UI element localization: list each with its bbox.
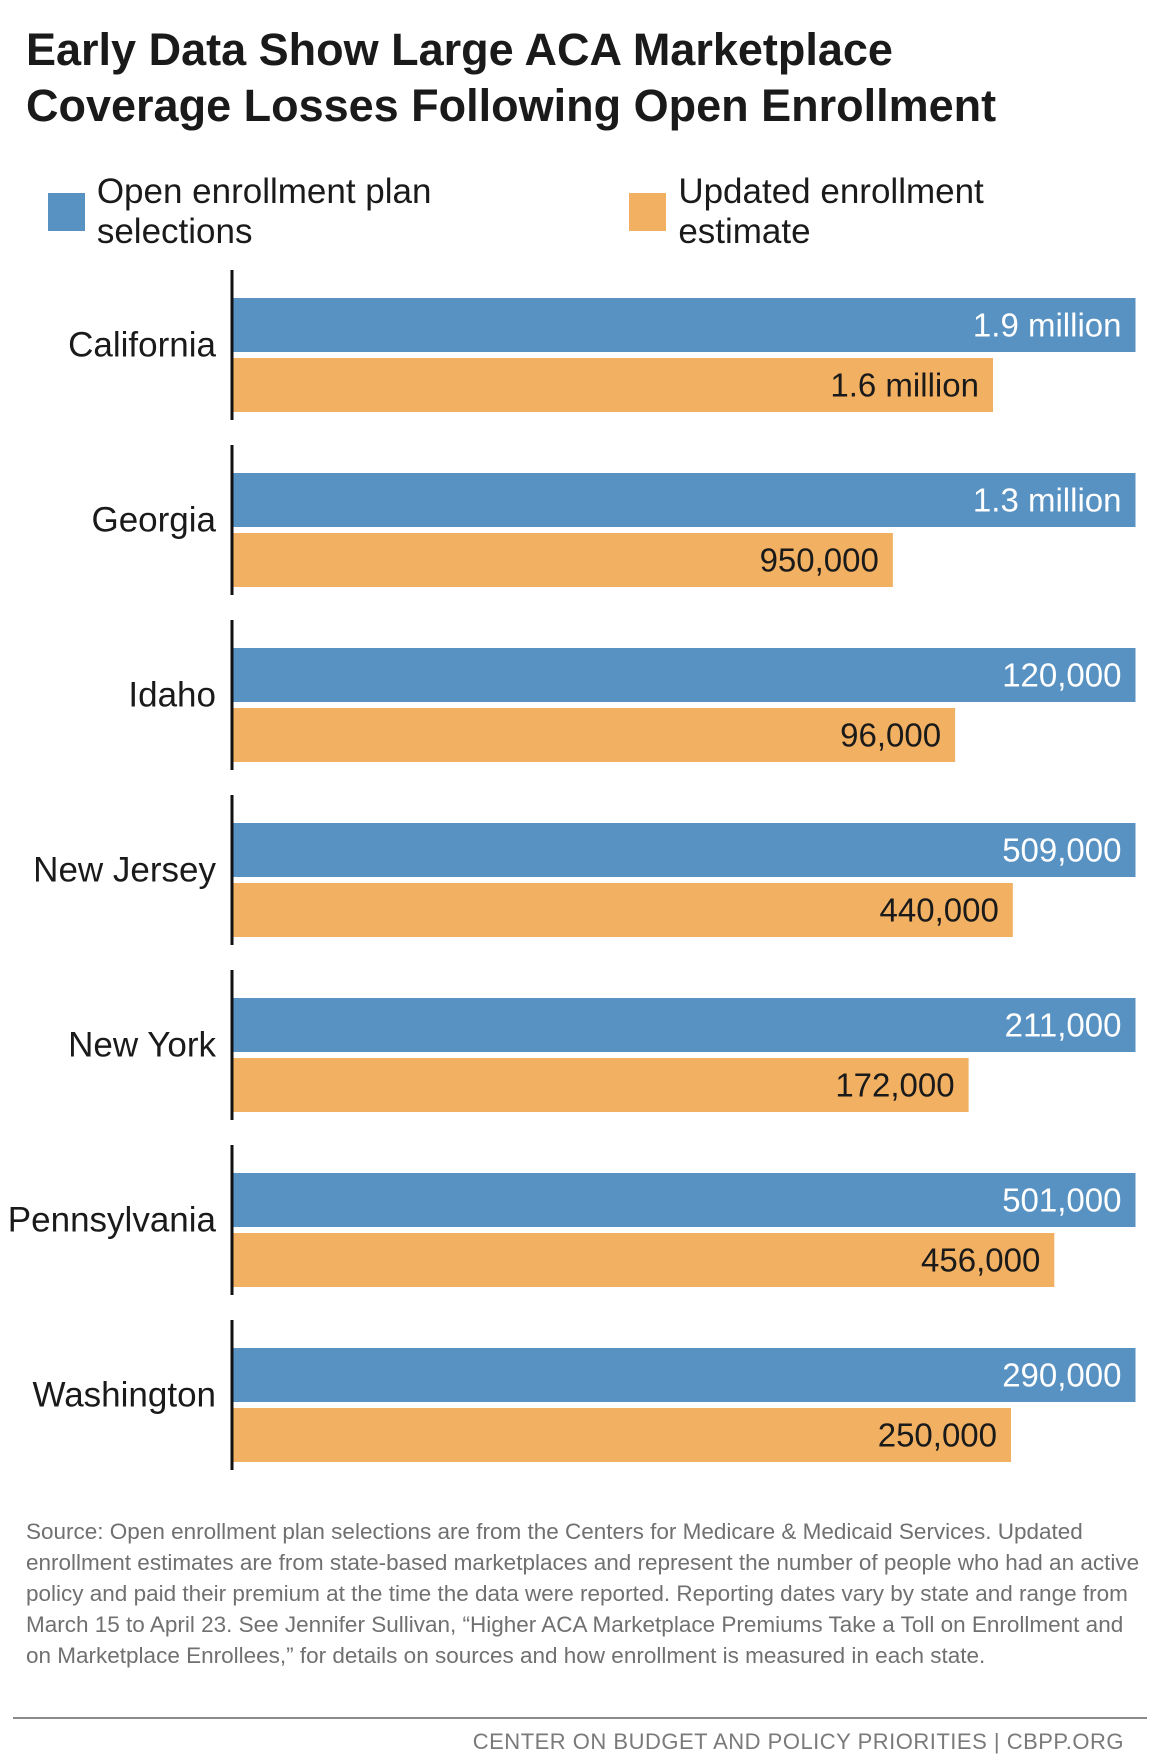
legend-swatch-orange <box>629 193 667 231</box>
open-enrollment-bar-new-jersey <box>233 823 1136 877</box>
chart-title: Early Data Show Large ACA Marketplace Co… <box>26 22 1136 134</box>
updated-estimate-bar-new-jersey <box>233 883 1013 937</box>
updated-estimate-value-georgia: 950,000 <box>760 542 879 579</box>
category-label-new-york: New York <box>68 1026 216 1065</box>
bar-chart: California 1.9 million 1.6 million Georgia 1… <box>8 270 1136 1470</box>
updated-estimate-bar-washington <box>233 1408 1012 1462</box>
legend-item-open-enrollment: Open enrollment plan selections <box>48 172 581 252</box>
chart-title-line-1: Early Data Show Large ACA Marketplace <box>26 24 893 75</box>
footer-credit: CENTER ON BUDGET AND POLICY PRIORITIES |… <box>472 1729 1124 1754</box>
legend-item-updated-estimate: Updated enrollment estimate <box>629 172 1112 252</box>
legend-label-updated-estimate: Updated enrollment estimate <box>678 172 984 251</box>
updated-estimate-bar-new-york <box>233 1058 969 1112</box>
legend-label-open-enrollment: Open enrollment plan selections <box>96 172 432 251</box>
updated-estimate-value-pennsylvania: 456,000 <box>921 1242 1040 1279</box>
category-label-pennsylvania: Pennsylvania <box>8 1201 217 1240</box>
category-label-new-jersey: New Jersey <box>33 851 216 890</box>
legend-swatch-blue <box>48 193 85 231</box>
updated-estimate-value-new-york: 172,000 <box>835 1067 954 1104</box>
category-label-idaho: Idaho <box>128 676 216 715</box>
updated-estimate-value-new-jersey: 440,000 <box>880 892 999 929</box>
updated-estimate-value-california: 1.6 million <box>830 367 979 404</box>
open-enrollment-value-idaho: 120,000 <box>1002 657 1121 694</box>
open-enrollment-bar-new-york <box>233 998 1136 1052</box>
updated-estimate-bar-idaho <box>233 708 956 762</box>
updated-estimate-value-idaho: 96,000 <box>840 717 941 754</box>
open-enrollment-value-pennsylvania: 501,000 <box>1002 1182 1121 1219</box>
updated-estimate-bar-pennsylvania <box>233 1233 1055 1287</box>
open-enrollment-bar-georgia <box>233 473 1136 527</box>
open-enrollment-bar-washington <box>233 1348 1136 1402</box>
footer-divider <box>13 1717 1147 1719</box>
open-enrollment-bar-pennsylvania <box>233 1173 1136 1227</box>
category-label-washington: Washington <box>32 1376 216 1415</box>
open-enrollment-value-georgia: 1.3 million <box>973 482 1122 519</box>
category-label-georgia: Georgia <box>91 501 216 540</box>
updated-estimate-bar-california <box>233 358 993 412</box>
legend: Open enrollment plan selections Updated … <box>48 172 1160 251</box>
open-enrollment-value-new-jersey: 509,000 <box>1002 832 1121 869</box>
category-label-california: California <box>68 326 216 365</box>
source-note: Source: Open enrollment plan selections … <box>26 1519 1140 1668</box>
updated-estimate-bar-georgia <box>233 533 893 587</box>
open-enrollment-value-washington: 290,000 <box>1002 1357 1121 1394</box>
open-enrollment-value-california: 1.9 million <box>973 307 1122 344</box>
chart-title-line-2: Coverage Losses Following Open Enrollmen… <box>26 80 997 131</box>
open-enrollment-value-new-york: 211,000 <box>1005 1007 1122 1044</box>
open-enrollment-bar-california <box>233 298 1136 352</box>
open-enrollment-bar-idaho <box>233 648 1136 702</box>
updated-estimate-value-washington: 250,000 <box>878 1417 997 1454</box>
